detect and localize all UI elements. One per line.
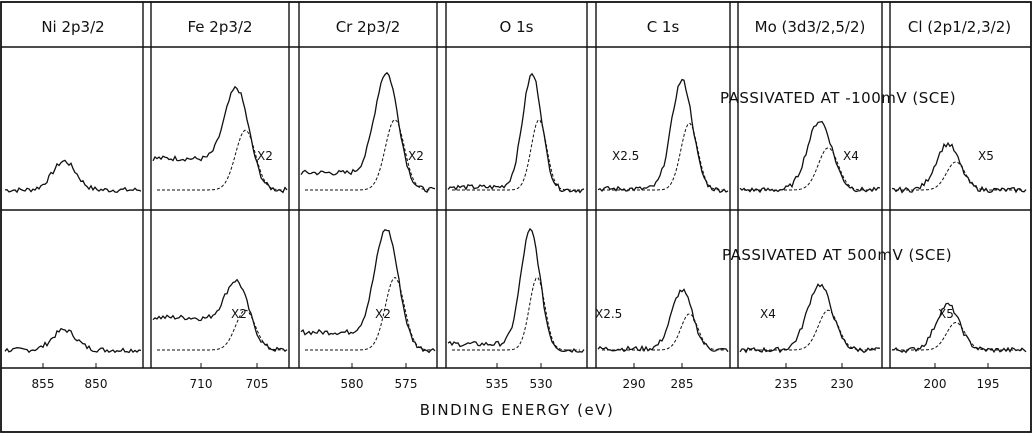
fit-component <box>896 161 1022 191</box>
fit-component <box>452 119 580 191</box>
spectrum-line <box>4 159 142 194</box>
panel-6: Cl (2p1/2,3/2) 200 195 X5 X5 <box>891 18 1027 391</box>
spectrum-line <box>152 278 288 352</box>
tick-label: 285 <box>671 377 694 391</box>
spectrum-line <box>447 227 585 353</box>
spectrum-line <box>300 71 436 193</box>
tick-label: 530 <box>530 377 553 391</box>
fit-component <box>452 277 580 351</box>
fit-component <box>602 122 724 191</box>
tick-label: 710 <box>190 377 213 391</box>
condition-label-bottom: PASSIVATED AT 500mV (SCE) <box>722 246 952 264</box>
panel-2: Cr 2p3/2 580 575 X2 X2 <box>300 18 436 391</box>
panel-title: Fe 2p3/2 <box>187 18 252 36</box>
multiplier-label: X5 <box>978 149 994 163</box>
panel-0: Ni 2p3/2 855 850 <box>4 18 142 391</box>
fit-component <box>744 309 876 351</box>
panel-title: Ni 2p3/2 <box>41 18 104 36</box>
fit-component <box>602 313 724 351</box>
tick-label: 290 <box>623 377 646 391</box>
tick-label: 195 <box>977 377 1000 391</box>
multiplier-label: X4 <box>843 149 859 163</box>
multiplier-label: X2.5 <box>595 307 622 321</box>
panel-5: Mo (3d3/2,5/2) 235 230 X4 X4 <box>739 18 881 391</box>
tick-label: 235 <box>775 377 798 391</box>
fit-component <box>305 118 431 191</box>
fit-component <box>896 321 1022 351</box>
spectrum-line <box>739 120 881 194</box>
panel-title: Cr 2p3/2 <box>336 18 401 36</box>
spectrum-line <box>152 85 288 194</box>
panel-title: Cl (2p1/2,3/2) <box>908 18 1011 36</box>
multiplier-label: X2 <box>408 149 424 163</box>
panel-title: Mo (3d3/2,5/2) <box>755 18 866 36</box>
tick-label: 230 <box>831 377 854 391</box>
multiplier-label: X2 <box>231 307 247 321</box>
tick-label: 855 <box>32 377 55 391</box>
panel-1: Fe 2p3/2 710 705 X2 X2 <box>152 18 288 391</box>
tick-label: 705 <box>246 377 269 391</box>
multiplier-label: X2.5 <box>612 149 639 163</box>
spectrum-line <box>892 302 1027 354</box>
x-axis-label: BINDING ENERGY (eV) <box>420 401 615 419</box>
spectrum-line <box>4 327 142 354</box>
multiplier-label: X4 <box>760 307 776 321</box>
panel-4: C 1s 290 285 X2.5 X2.5 <box>595 18 729 391</box>
tick-label: 535 <box>486 377 509 391</box>
spectrum-line <box>597 78 729 194</box>
multiplier-label: X2 <box>375 307 391 321</box>
tick-label: 850 <box>85 377 108 391</box>
spectrum-line <box>891 141 1027 194</box>
fit-component <box>744 147 876 191</box>
panel-3: O 1s 535 530 <box>447 18 585 391</box>
spectrum-line <box>447 72 585 194</box>
multiplier-label: X2 <box>257 149 273 163</box>
fit-component <box>157 129 284 191</box>
multiplier-label: X5 <box>938 307 954 321</box>
fit-component <box>305 276 431 351</box>
tick-label: 200 <box>924 377 947 391</box>
tick-label: 580 <box>341 377 364 391</box>
panel-title: C 1s <box>647 18 680 36</box>
tick-label: 575 <box>395 377 418 391</box>
panel-title: O 1s <box>500 18 534 36</box>
condition-label-top: PASSIVATED AT -100mV (SCE) <box>720 89 956 107</box>
spectrum-line <box>300 229 436 354</box>
fit-component <box>157 309 284 351</box>
